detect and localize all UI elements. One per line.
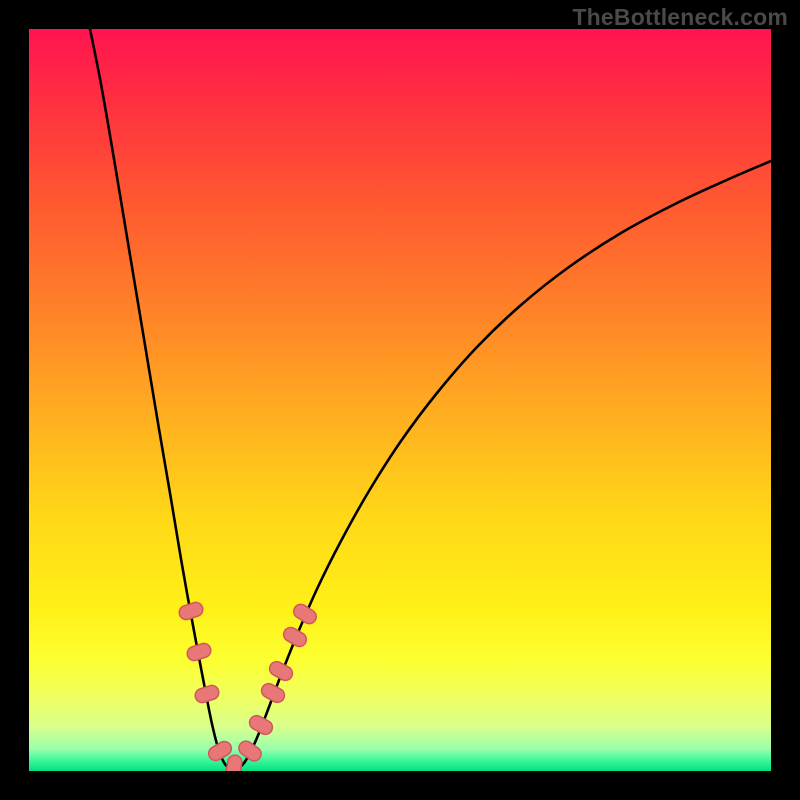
data-marker [291, 602, 319, 627]
data-marker [193, 684, 220, 705]
data-marker [281, 625, 309, 649]
data-markers [177, 601, 318, 771]
watermark-text: TheBottleneck.com [572, 4, 788, 31]
plot-area [29, 29, 771, 771]
frame: TheBottleneck.com [0, 0, 800, 800]
data-marker [247, 713, 275, 737]
data-marker [177, 601, 204, 622]
data-marker [267, 659, 295, 683]
bottleneck-curve-chart [29, 29, 771, 771]
data-marker [185, 642, 212, 663]
data-marker [259, 681, 287, 705]
data-marker [225, 754, 243, 771]
